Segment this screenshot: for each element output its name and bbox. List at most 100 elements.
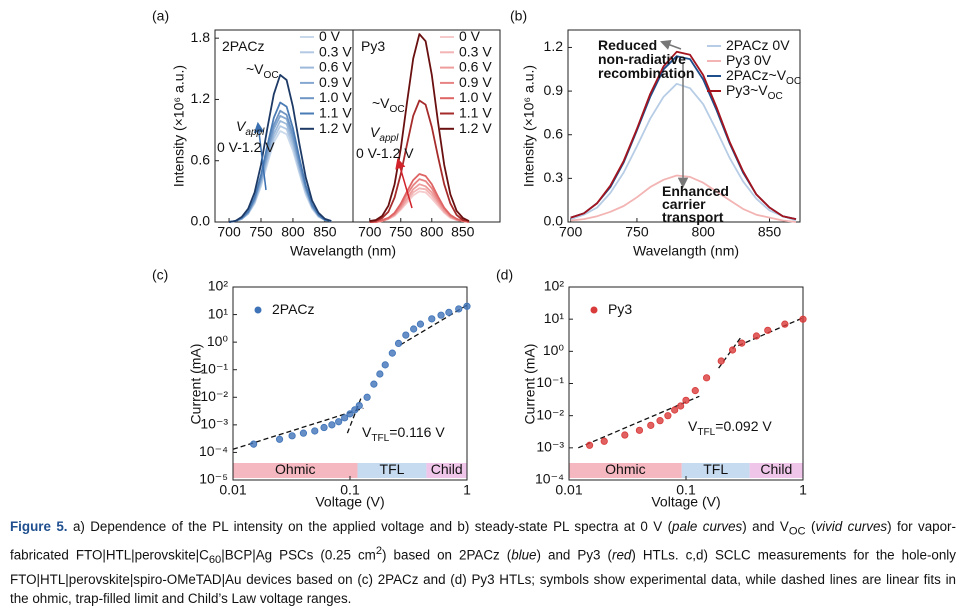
arrow [660,39,682,50]
panel-label: (a) [152,8,169,24]
annotation: carrier [662,196,706,212]
region-label: Child [431,461,463,477]
region-label: TFL [380,461,405,477]
legend-name: 1.2 V [459,120,492,136]
annotation: 0 V-1.2 V [217,139,275,155]
panel: Ohmic TFL Child 0.01 0.1 1 10⁻⁴ 10⁻³ 10⁻² 10⁻¹ 10⁰… [496,267,807,510]
legend-label: 0.6 V [459,58,492,74]
annotation-part: non-radiative [598,51,686,67]
legend-label: Py3 0V [726,52,772,68]
legend-name: 0.3 V [459,43,492,59]
annotation: VTFL=0.116 V [362,424,445,444]
data-point [328,421,336,429]
data-point [781,320,789,328]
annotation-part: transport [662,209,724,225]
y-tick-label: 10⁻² [536,406,564,422]
legend-name: Py3 0V [726,52,772,68]
panel-label: (c) [152,267,168,283]
arrow [395,157,413,209]
annotation: 0 V-1.2 V [356,145,414,161]
x-tick-label: 850 [313,224,337,240]
data-point [717,357,725,365]
panel-label: (d) [496,267,513,283]
annotation: VTFL=0.092 V [688,418,772,438]
legend-label: 1.1 V [459,104,492,120]
panel: 700 750 800 850 0 V0.3 V0.6 V0.9 V1.0 V1.1 V… [352,28,501,240]
data-point [671,406,679,414]
data-point [728,346,737,354]
y-tick-label: 10⁻¹ [200,360,228,376]
y-tick-label: 10⁻³ [200,416,228,432]
data-point [299,429,308,437]
x-tick-label: 750 [389,224,413,240]
legend-name: 2PACz~V [726,67,787,83]
y-axis-title: Intensity (×10⁶ a.u.) [521,65,537,187]
data-point [703,374,711,382]
x-tick-label: 700 [358,224,382,240]
data-point [600,437,608,445]
data-point [635,426,644,434]
x-tick-label: 750 [625,224,649,240]
legend-name: 0 V [459,28,481,44]
legend-name: 0.9 V [319,74,352,90]
annotation: Vappl [370,124,399,144]
legend-label: 1.2 V [319,120,352,136]
data-point [455,305,463,313]
data-point [275,435,284,443]
region-label: Child [760,461,792,477]
annotation-part: ~V [372,95,390,111]
legend-label: 0.3 V [319,43,352,59]
annotation-part: 0 V-1.2 V [356,145,414,161]
annotation: Enhanced [662,183,729,199]
x-tick-label: 750 [249,224,273,240]
region [357,463,427,478]
legend-name: 0.3 V [319,43,352,59]
legend-name: 0 V [319,28,341,44]
annotation: Reduced [598,37,657,53]
y-tick-label: 10⁻² [200,388,228,404]
legend-name: 1.2 V [319,120,352,136]
y-tick-label: 10⁰ [543,342,565,358]
fit-line [232,407,364,450]
data-point [677,402,685,410]
y-tick-label: 1.2 [544,38,564,54]
data-point [346,410,354,418]
data-point [437,311,445,319]
legend-name: Py3~V [726,82,768,98]
annotation-part: TFL [697,427,715,438]
data-point [351,406,359,414]
panel: 700 750 800 850 0.0 0.3 0.6 0.9 1.2 (b) Wavelangth… [510,8,801,259]
panel: Ohmic TFL Child 0.01 0.1 1 10⁻⁵ 10⁻⁴ 10⁻³ 10⁻² 10⁻… [152,267,471,510]
legend-label: 2PACz [272,301,315,317]
data-point [376,370,384,378]
caption: Figure 5. a) Dependence of the PL intens… [10,517,956,608]
y-tick-label: 10⁻⁵ [199,471,228,487]
region-label: Ohmic [605,461,645,477]
x-tick-label: 800 [420,224,444,240]
data-point [656,417,664,425]
y-tick-label: 0.0 [544,213,564,229]
legend-label: 0.9 V [459,74,492,90]
legend-name: 0.6 V [459,58,492,74]
y-tick-label: 10⁻¹ [536,374,564,390]
legend-name-sub: OC [768,91,783,102]
data-point [381,361,389,369]
annotation-part: V [362,424,372,440]
annotation: ~VOC [372,95,405,115]
caption-run: pale curves [672,519,743,534]
x-tick-label: 700 [559,224,583,240]
annotation: 2PACz [222,38,265,54]
x-axis-title: Voltage (V) [315,494,384,510]
caption-run: ) based on 2PACz ( [382,547,512,563]
data-point [621,431,629,439]
caption-run: ) HTLs. c,d) SCLC measurements for the h… [10,547,956,606]
caption-run: a) Dependence of the PL intensity on the… [67,519,673,534]
data-point [402,331,410,339]
legend-label: 2PACz 0V [726,37,790,53]
annotation-part: appl [379,133,399,144]
plot-frame [568,286,804,481]
legend-name: 1.1 V [459,104,492,120]
legend-name: Py3 [608,301,632,317]
plot-frame [352,29,501,223]
legend-name: 2PACz [272,301,315,317]
